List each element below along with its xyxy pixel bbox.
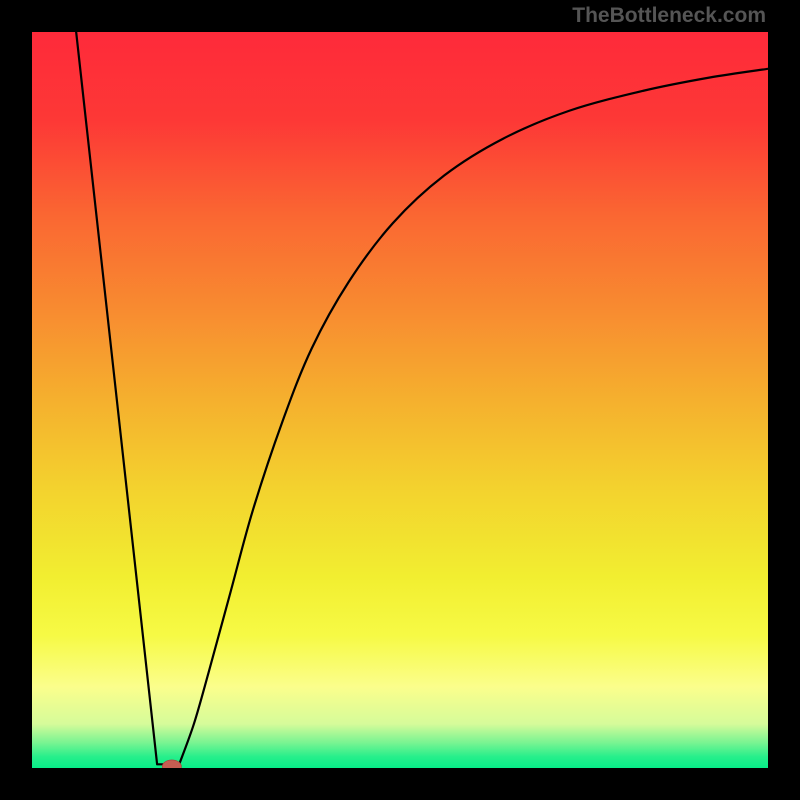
chart-svg xyxy=(32,32,768,768)
gradient-background xyxy=(32,32,768,768)
plot-area xyxy=(32,32,768,768)
chart-container: TheBottleneck.com xyxy=(0,0,800,800)
watermark-text: TheBottleneck.com xyxy=(572,4,766,28)
